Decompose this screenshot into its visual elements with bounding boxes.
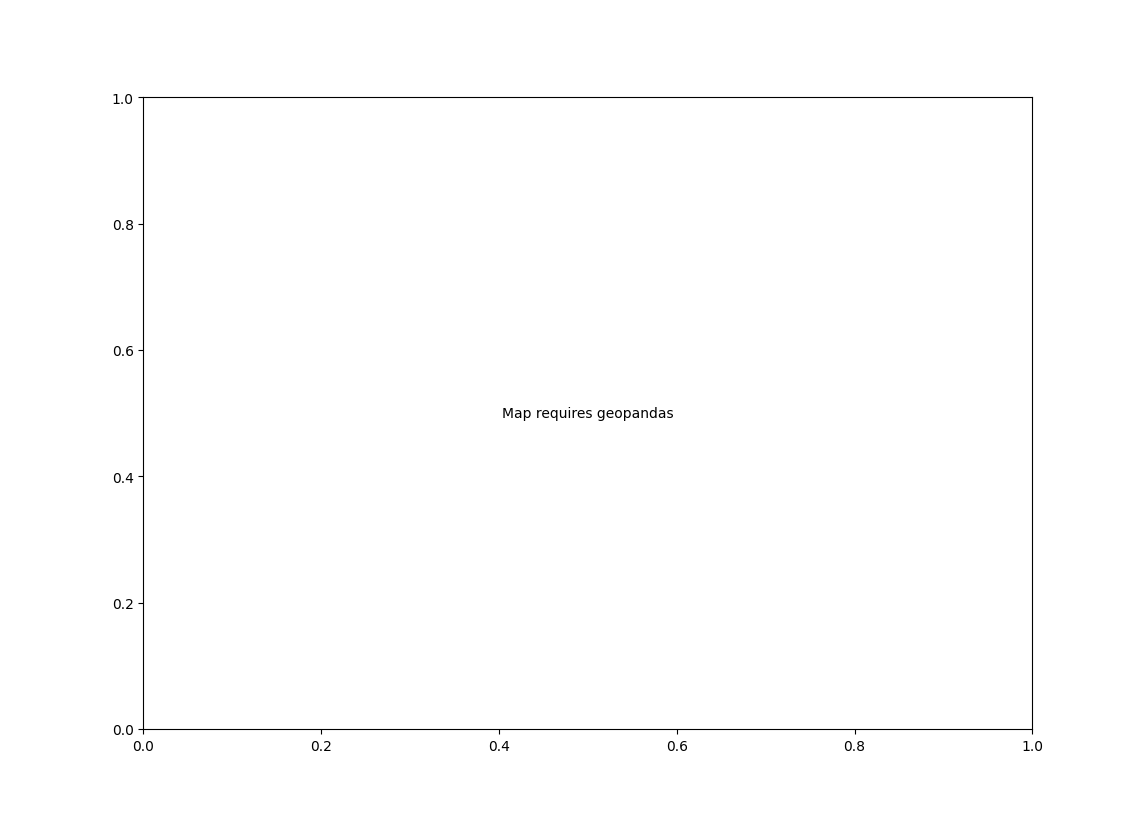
Text: Map requires geopandas: Map requires geopandas: [502, 406, 673, 421]
